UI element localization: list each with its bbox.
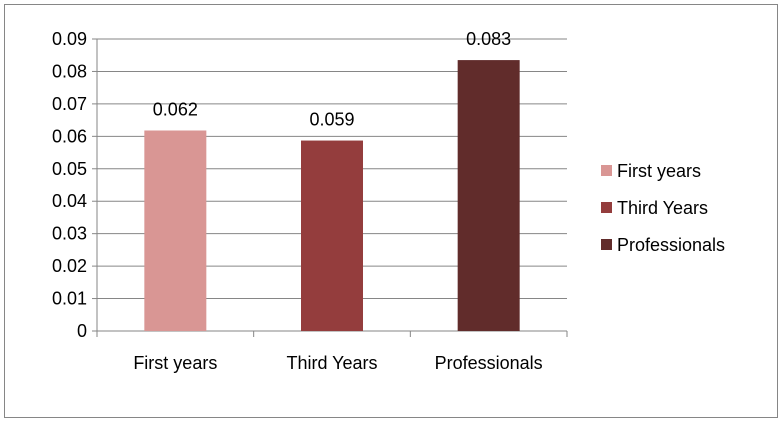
bars bbox=[144, 60, 520, 331]
legend: First years Third Years Professionals bbox=[601, 161, 725, 255]
y-tick-label: 0.09 bbox=[52, 29, 87, 49]
y-tick-label: 0.05 bbox=[52, 159, 87, 179]
x-tick-label: Third Years bbox=[286, 353, 377, 373]
data-labels: 0.062 0.059 0.083 bbox=[153, 29, 511, 129]
y-tick-label: 0.06 bbox=[52, 126, 87, 146]
y-tick-label: 0.07 bbox=[52, 94, 87, 114]
data-label: 0.083 bbox=[466, 29, 511, 49]
legend-label: Third Years bbox=[617, 198, 708, 218]
chart-area: 0 0.01 0.02 0.03 0.04 0.05 0.06 0.07 0.08 0.09 Fir… bbox=[4, 4, 778, 418]
legend-swatch bbox=[601, 239, 612, 250]
legend-label: First years bbox=[617, 161, 701, 181]
y-tick-label: 0.04 bbox=[52, 191, 87, 211]
bar bbox=[301, 140, 363, 331]
bar bbox=[457, 60, 520, 331]
y-tick-label: 0.02 bbox=[52, 256, 87, 276]
data-label: 0.062 bbox=[153, 99, 198, 119]
x-tick-label: First years bbox=[133, 353, 217, 373]
axes: 0 0.01 0.02 0.03 0.04 0.05 0.06 0.07 0.08 0.09 Fir… bbox=[52, 29, 568, 373]
legend-swatch bbox=[601, 165, 612, 176]
x-tick-label: Professionals bbox=[435, 353, 543, 373]
data-label: 0.059 bbox=[309, 110, 354, 130]
legend-label: Professionals bbox=[617, 235, 725, 255]
y-tick-label: 0 bbox=[77, 321, 87, 341]
y-tick-label: 0.01 bbox=[52, 289, 87, 309]
bar bbox=[144, 130, 207, 331]
legend-swatch bbox=[601, 202, 612, 213]
y-tick-label: 0.03 bbox=[52, 224, 87, 244]
bar-chart: 0 0.01 0.02 0.03 0.04 0.05 0.06 0.07 0.08 0.09 Fir… bbox=[52, 29, 725, 373]
y-tick-label: 0.08 bbox=[52, 61, 87, 81]
